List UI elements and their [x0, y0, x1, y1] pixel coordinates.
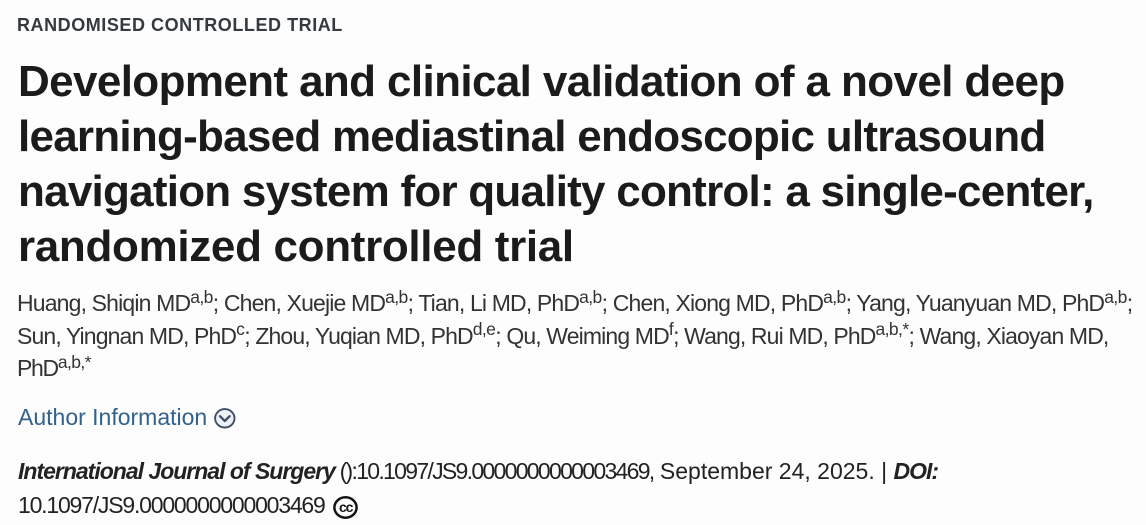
svg-text:cc: cc	[339, 499, 354, 515]
